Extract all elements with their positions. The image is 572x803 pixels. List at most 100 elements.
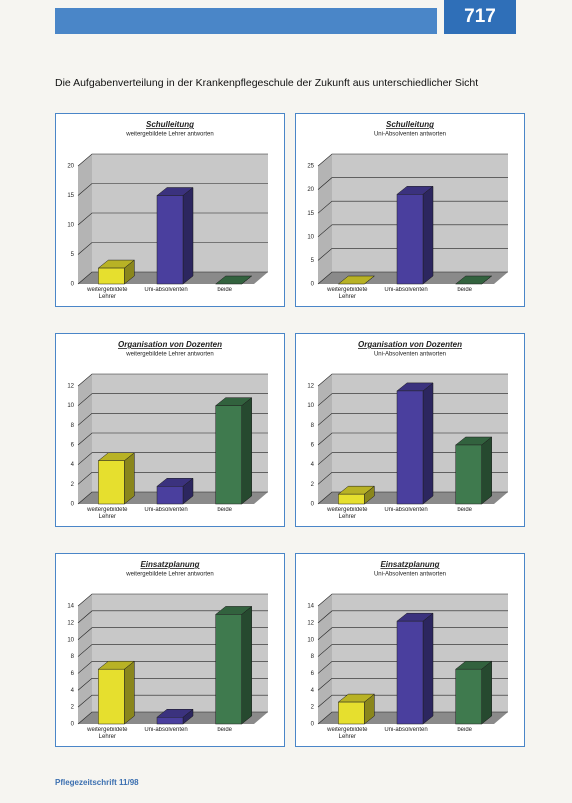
grid-line (77, 393, 268, 406)
grid-line (77, 242, 268, 255)
chart: Organisation von Dozenten Uni-Absolventen… (295, 333, 525, 527)
x-tick-label: weitergebildete Lehrer (327, 507, 368, 520)
y-tick-label: 6 (71, 671, 75, 677)
x-tick-label: Uni-absolventen (144, 287, 188, 293)
y-tick-label: 6 (71, 443, 75, 449)
y-tick-label: 15 (307, 211, 314, 217)
grid-line (317, 224, 508, 238)
grid-line (317, 373, 508, 387)
y-tick-label: 4 (311, 462, 315, 468)
chart-title: Organisation von Dozenten (358, 340, 462, 349)
chart: Schulleitung weitergebildete Lehrer antwo… (55, 113, 285, 307)
x-tick-label: beide (217, 287, 232, 293)
y-tick-label: 20 (307, 187, 314, 193)
y-tick-label: 0 (71, 282, 75, 288)
chart-title: Organisation von Dozenten (118, 340, 222, 349)
x-tick-label-box: weitergebildete Lehrer (327, 727, 368, 740)
grid-line (317, 610, 508, 624)
grid-line (77, 644, 268, 657)
y-tick-label: 4 (71, 688, 75, 694)
y-tick-label: 8 (311, 654, 315, 660)
grid-line (77, 413, 268, 426)
grid-line (77, 153, 268, 167)
y-tick-label: 8 (311, 423, 315, 429)
grid-line (317, 661, 508, 674)
grid-line (77, 661, 268, 674)
x-tick-label-box: Uni-absolventen (384, 727, 427, 733)
bar-side (182, 186, 194, 285)
x-tick-label-box: beide (217, 507, 232, 513)
bar (98, 460, 125, 505)
bar-side (422, 382, 434, 505)
side-wall (318, 594, 332, 724)
bar (215, 614, 242, 725)
grid-line (317, 248, 508, 261)
x-tick-label: beide (217, 727, 232, 733)
bar (396, 390, 424, 505)
x-tick-label: beide (217, 507, 232, 513)
y-tick-label: 2 (71, 482, 75, 488)
y-tick-label: 14 (307, 604, 314, 610)
x-tick-label: Uni-absolventen (144, 727, 188, 733)
y-tick-label: 12 (307, 620, 314, 626)
chart-title: Schulleitung (146, 120, 194, 129)
grid-line (77, 212, 268, 226)
y-tick-label: 14 (67, 604, 74, 610)
bar-side (124, 660, 135, 725)
y-tick-label: 20 (67, 164, 74, 170)
x-tick-label: weitergebildete Lehrer (327, 727, 368, 740)
grid-line (317, 393, 508, 406)
bar-top (337, 275, 376, 285)
chart-title: Einsatzplanung (140, 560, 199, 569)
grid-line (317, 644, 508, 657)
x-tick-label: weitergebildete Lehrer (87, 507, 128, 520)
chart-title: Einsatzplanung (380, 560, 439, 569)
y-tick-label: 10 (307, 234, 314, 240)
x-tick-label-box: beide (217, 287, 232, 293)
page-title: Die Aufgabenverteilung in der Krankenpfl… (55, 77, 479, 89)
bar (98, 267, 125, 285)
grid-line (77, 593, 268, 607)
bar-side (481, 660, 492, 725)
x-tick-label: weitergebildete Lehrer (327, 287, 368, 300)
x-tick-label-box: beide (457, 287, 472, 293)
grid-line (317, 413, 508, 426)
x-tick-label-box: beide (217, 727, 232, 733)
grid-line (77, 432, 268, 446)
bar-side (422, 612, 434, 725)
bar (338, 701, 365, 725)
bar-side (481, 436, 492, 505)
y-tick-label: 5 (71, 252, 75, 258)
grid-line (317, 472, 508, 485)
grid-line (77, 694, 268, 708)
x-tick-label: Uni-absolventen (384, 287, 428, 293)
y-tick-label: 15 (67, 193, 74, 199)
y-tick-label: 0 (311, 722, 315, 728)
y-tick-label: 12 (67, 384, 74, 390)
x-tick-label-box: beide (457, 727, 472, 733)
x-tick-label: weitergebildete Lehrer (87, 727, 128, 740)
x-tick-label-box: Uni-absolventen (384, 287, 428, 293)
y-tick-label: 2 (71, 705, 75, 711)
bar-side (241, 397, 252, 505)
chart-title: Schulleitung (386, 120, 434, 129)
bar (455, 668, 482, 725)
grid-line (77, 610, 268, 624)
grid-line (317, 694, 508, 708)
y-tick-label: 2 (311, 482, 315, 488)
side-wall (318, 154, 332, 284)
page-number: 717 (444, 0, 516, 34)
y-tick-label: 0 (71, 502, 75, 508)
y-tick-label: 2 (311, 705, 315, 711)
y-tick-label: 10 (67, 403, 74, 409)
grid-line (317, 153, 508, 167)
x-tick-label-box: Uni-absolventen (144, 287, 188, 293)
grid-line (77, 452, 268, 465)
bar (338, 493, 365, 505)
grid-line (317, 677, 508, 691)
bar-side (422, 185, 434, 285)
footer-journal: Pflegezeitschrift 11/98 (55, 778, 139, 787)
grid-line (77, 373, 268, 387)
grid-line (317, 491, 508, 505)
